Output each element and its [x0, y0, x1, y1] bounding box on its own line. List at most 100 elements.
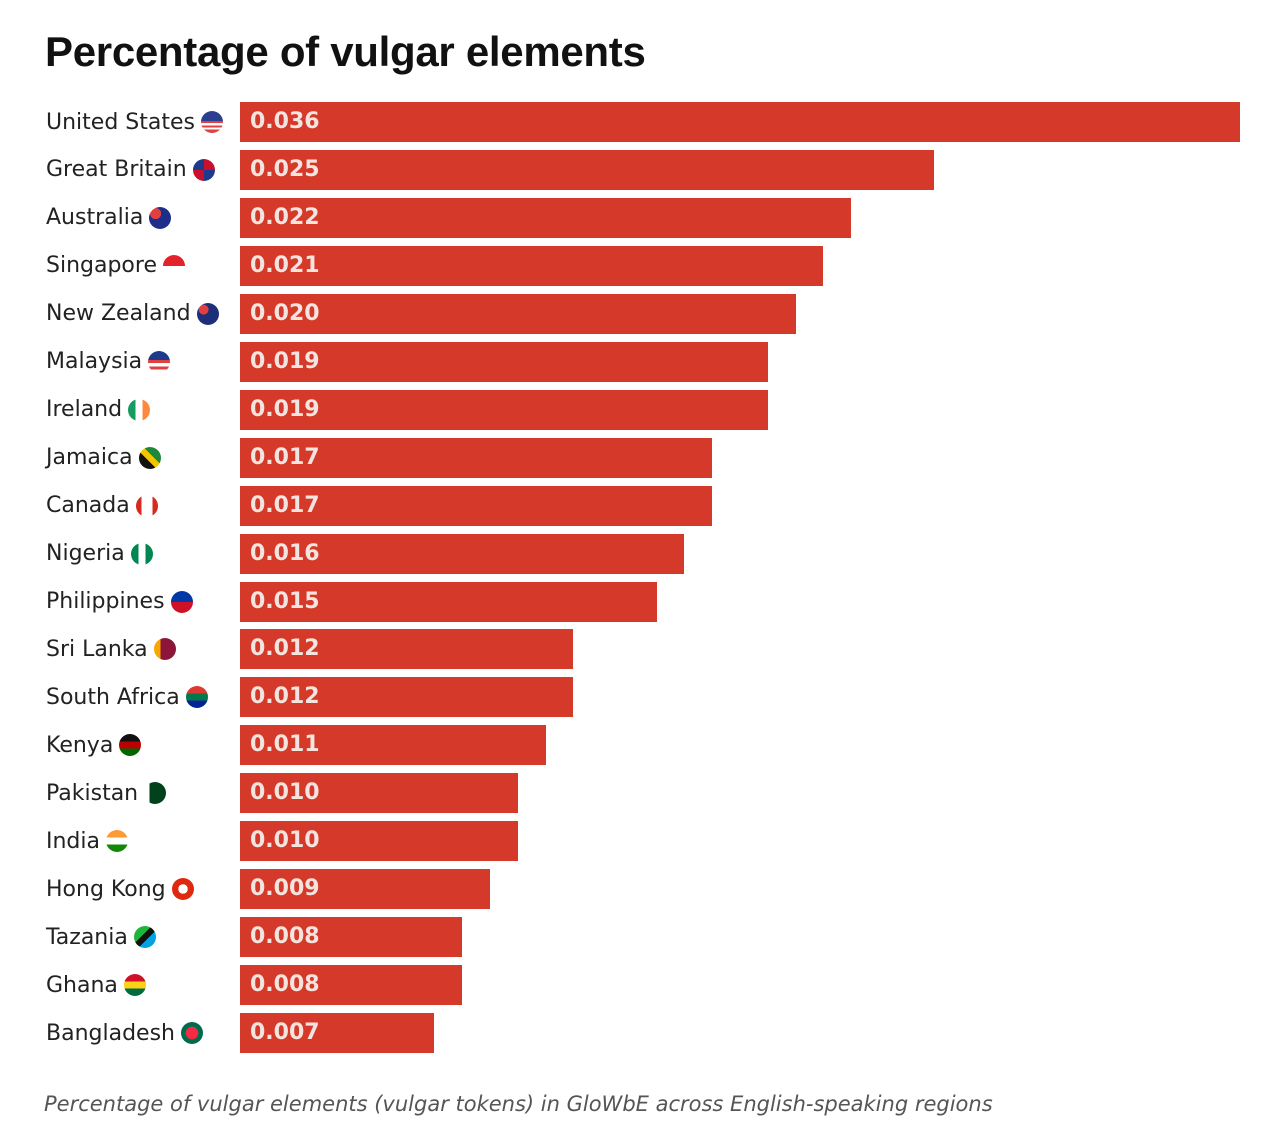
bar-row: Hong Kong 0.009 [0, 869, 1280, 910]
bar-row: Tazania 0.008 [0, 917, 1280, 958]
bar-row: Pakistan 0.010 [0, 773, 1280, 814]
category-label: Ghana [46, 965, 146, 1005]
bar-row: Nigeria 0.016 [0, 533, 1280, 574]
data-label: 0.012 [250, 636, 320, 662]
data-label: 0.020 [250, 300, 320, 326]
flag-icon [149, 206, 172, 229]
data-label: 0.022 [250, 204, 320, 230]
data-label: 0.010 [250, 828, 320, 854]
bar-row: Ghana 0.008 [0, 965, 1280, 1006]
flag-icon [200, 111, 223, 133]
data-label: 0.036 [250, 109, 320, 134]
bar [240, 869, 490, 910]
category-label: United States [46, 102, 223, 142]
bar [240, 293, 796, 334]
bar-row: Ireland 0.019 [0, 389, 1280, 430]
data-label: 0.025 [250, 156, 320, 182]
category-label: New Zealand [46, 294, 219, 334]
bar [240, 102, 1240, 142]
bar-row: Bangladesh 0.007 [0, 1013, 1280, 1054]
bar-row: Philippines 0.015 [0, 581, 1280, 622]
bar-row: New Zealand 0.020 [0, 293, 1280, 334]
bar [240, 341, 768, 382]
country-name: Nigeria [46, 541, 125, 567]
category-label: Philippines [46, 582, 193, 622]
country-name: India [46, 828, 100, 854]
flag-icon [153, 638, 176, 661]
country-name: Ireland [46, 397, 123, 423]
category-label: Sri Lanka [46, 629, 176, 669]
country-name: Great Britain [46, 157, 187, 183]
country-name: United States [46, 109, 195, 135]
category-label: Great Britain [46, 150, 215, 190]
bar-row: Singapore 0.021 [0, 245, 1280, 286]
flag-icon [123, 974, 146, 997]
country-name: Sri Lanka [46, 636, 148, 662]
category-label: South Africa [46, 677, 208, 717]
bar-row: Kenya 0.011 [0, 725, 1280, 766]
bar [240, 629, 574, 670]
data-label: 0.008 [250, 924, 320, 950]
bar [240, 437, 713, 478]
country-name: Jamaica [46, 445, 133, 471]
category-label: Nigeria [46, 534, 153, 574]
bar [240, 485, 713, 526]
country-name: Philippines [46, 589, 165, 614]
flag-icon [144, 782, 167, 805]
flag-icon [119, 734, 142, 757]
flag-icon [130, 542, 153, 565]
bar [240, 917, 463, 958]
country-name: Tazania [46, 924, 128, 950]
country-name: Bangladesh [46, 1020, 175, 1046]
country-name: Australia [46, 205, 144, 231]
data-label: 0.008 [250, 972, 320, 998]
bar [240, 725, 546, 766]
flag-icon [133, 926, 156, 949]
category-label: Ireland [46, 390, 151, 430]
bar [240, 149, 935, 190]
category-label: Jamaica [46, 438, 161, 478]
category-label: Malaysia [46, 342, 171, 382]
country-name: Pakistan [46, 780, 139, 806]
country-name: Kenya [46, 732, 114, 758]
flag-icon [180, 1022, 203, 1045]
category-label: Tazania [46, 917, 156, 957]
country-name: New Zealand [46, 301, 191, 327]
flag-icon [196, 302, 219, 325]
bar [240, 533, 685, 574]
bar [240, 965, 463, 1006]
country-name: South Africa [46, 684, 180, 710]
data-label: 0.015 [250, 588, 320, 614]
bar-row: Great Britain 0.025 [0, 149, 1280, 190]
bar [240, 389, 768, 430]
bar-row: Australia 0.022 [0, 197, 1280, 238]
bar-row: Malaysia 0.019 [0, 341, 1280, 382]
data-label: 0.021 [250, 252, 320, 278]
flag-icon [170, 590, 193, 613]
bar [240, 197, 852, 238]
data-label: 0.012 [250, 684, 320, 710]
category-label: Hong Kong [46, 869, 194, 909]
flag-icon [185, 686, 208, 709]
bar [240, 1013, 435, 1054]
flag-icon [192, 158, 215, 181]
country-name: Hong Kong [46, 876, 166, 902]
chart-caption: Percentage of vulgar elements (vulgar to… [44, 1092, 993, 1116]
flag-icon [148, 350, 171, 373]
bar-row: United States 0.036 [0, 102, 1280, 142]
country-name: Ghana [46, 972, 118, 998]
category-label: Kenya [46, 725, 142, 765]
flag-icon [171, 878, 194, 901]
bar-row: South Africa 0.012 [0, 677, 1280, 718]
category-label: Singapore [46, 246, 185, 286]
country-name: Singapore [46, 253, 157, 279]
data-label: 0.019 [250, 348, 320, 374]
data-label: 0.019 [250, 396, 320, 422]
country-name: Malaysia [46, 349, 143, 375]
category-label: Pakistan [46, 773, 167, 813]
category-label: Canada [46, 486, 158, 526]
bar-row: Jamaica 0.017 [0, 437, 1280, 478]
bar [240, 773, 518, 814]
data-label: 0.010 [250, 780, 320, 806]
category-label: India [46, 821, 128, 861]
